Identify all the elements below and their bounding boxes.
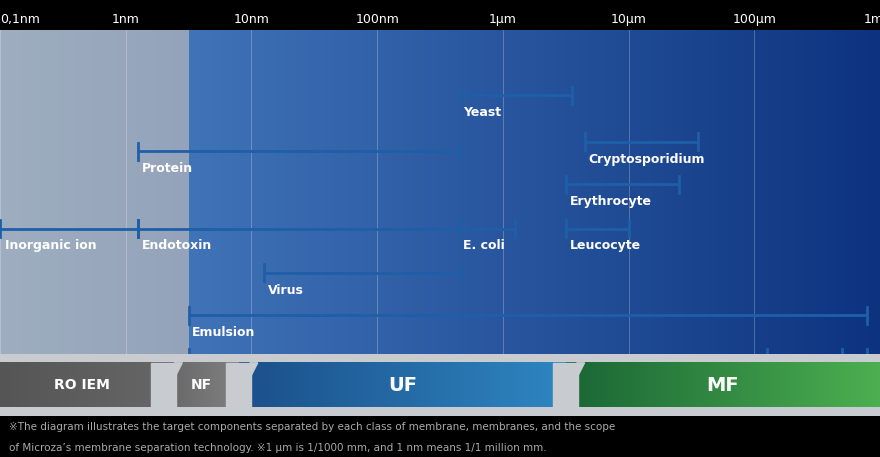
- Polygon shape: [554, 363, 584, 407]
- Text: 100nm: 100nm: [356, 13, 400, 26]
- Text: of Microza’s membrane separation technology. ※1 μm is 1/1000 mm, and 1 nm means : of Microza’s membrane separation technol…: [9, 442, 546, 452]
- Text: Cryptosporidium: Cryptosporidium: [589, 153, 705, 165]
- Polygon shape: [554, 363, 578, 407]
- Polygon shape: [228, 363, 258, 407]
- Polygon shape: [226, 363, 252, 407]
- Text: ※The diagram illustrates the target components separated by each class of membra: ※The diagram illustrates the target comp…: [9, 422, 615, 432]
- Text: 1μm: 1μm: [489, 13, 517, 26]
- Text: Virus: Virus: [268, 284, 304, 297]
- Text: Emulsion: Emulsion: [193, 326, 256, 339]
- Text: 100μm: 100μm: [732, 13, 776, 26]
- Text: RO IEM: RO IEM: [54, 378, 110, 392]
- Text: Endotoxin: Endotoxin: [142, 239, 212, 252]
- Text: Yeast: Yeast: [463, 106, 501, 119]
- Text: Erythrocyte: Erythrocyte: [569, 195, 651, 208]
- Text: 10nm: 10nm: [233, 13, 269, 26]
- Polygon shape: [150, 363, 176, 407]
- Text: MF: MF: [707, 376, 739, 394]
- Text: 1nm: 1nm: [112, 13, 140, 26]
- Text: UF: UF: [388, 376, 417, 394]
- Text: 0,1nm: 0,1nm: [0, 13, 40, 26]
- Text: Leucocyte: Leucocyte: [569, 239, 641, 252]
- Text: NF: NF: [191, 378, 212, 392]
- Text: Protein: Protein: [142, 162, 194, 175]
- Text: E. coli: E. coli: [463, 239, 504, 252]
- Text: Inorganic ion: Inorganic ion: [5, 239, 97, 252]
- Text: 1mm: 1mm: [864, 13, 880, 26]
- Text: Inorganic colloid: Inorganic colloid: [193, 369, 308, 382]
- Polygon shape: [152, 363, 182, 407]
- Text: Mist droplet: Mist droplet: [771, 369, 855, 382]
- Text: 10μm: 10μm: [611, 13, 647, 26]
